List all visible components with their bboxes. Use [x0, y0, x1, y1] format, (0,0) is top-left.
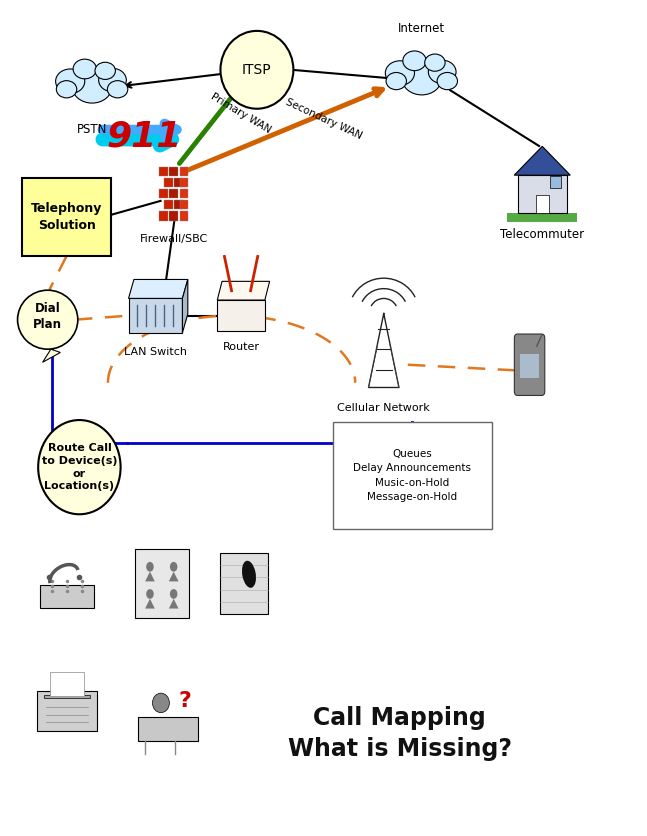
Text: Telephony
Solution: Telephony Solution [31, 202, 102, 232]
Polygon shape [217, 282, 270, 300]
Text: LAN Switch: LAN Switch [124, 347, 187, 357]
FancyBboxPatch shape [221, 553, 268, 614]
Text: Firewall/SBC: Firewall/SBC [140, 234, 208, 243]
FancyBboxPatch shape [138, 716, 198, 742]
Ellipse shape [402, 61, 442, 95]
FancyBboxPatch shape [170, 167, 179, 176]
Ellipse shape [38, 420, 120, 514]
Polygon shape [169, 572, 179, 581]
Ellipse shape [170, 562, 177, 572]
Text: Internet: Internet [398, 22, 445, 35]
FancyBboxPatch shape [518, 176, 567, 213]
Text: Router: Router [223, 342, 259, 352]
FancyBboxPatch shape [50, 672, 83, 696]
Ellipse shape [428, 60, 456, 84]
FancyBboxPatch shape [520, 354, 539, 378]
Text: Secondary WAN: Secondary WAN [284, 97, 363, 141]
FancyBboxPatch shape [180, 201, 188, 209]
Polygon shape [182, 279, 188, 333]
FancyBboxPatch shape [217, 300, 265, 331]
FancyBboxPatch shape [164, 178, 173, 187]
Ellipse shape [56, 69, 85, 94]
Ellipse shape [107, 80, 128, 98]
Ellipse shape [403, 51, 426, 70]
Text: Queues
Delay Announcements
Music-on-Hold
Message-on-Hold: Queues Delay Announcements Music-on-Hold… [353, 449, 471, 502]
FancyBboxPatch shape [159, 212, 168, 221]
FancyBboxPatch shape [159, 167, 168, 176]
Ellipse shape [221, 31, 293, 109]
FancyBboxPatch shape [551, 176, 561, 188]
FancyBboxPatch shape [159, 189, 168, 198]
Ellipse shape [72, 69, 112, 103]
Text: Call Mapping
What is Missing?: Call Mapping What is Missing? [287, 706, 512, 762]
Polygon shape [43, 349, 60, 362]
FancyBboxPatch shape [129, 298, 182, 333]
Text: PSTN: PSTN [77, 123, 107, 136]
FancyBboxPatch shape [507, 213, 577, 222]
Polygon shape [129, 279, 188, 298]
Ellipse shape [424, 54, 445, 71]
Ellipse shape [73, 59, 96, 79]
FancyBboxPatch shape [170, 212, 179, 221]
Ellipse shape [437, 73, 457, 89]
Ellipse shape [17, 290, 78, 349]
FancyBboxPatch shape [170, 189, 179, 198]
FancyBboxPatch shape [180, 189, 188, 198]
FancyBboxPatch shape [164, 201, 173, 209]
FancyBboxPatch shape [333, 422, 492, 528]
Text: Cellular Network: Cellular Network [337, 403, 430, 413]
Text: ?: ? [179, 691, 192, 711]
FancyBboxPatch shape [180, 167, 188, 176]
FancyBboxPatch shape [175, 201, 183, 209]
Ellipse shape [170, 589, 177, 599]
FancyBboxPatch shape [44, 695, 89, 697]
FancyBboxPatch shape [514, 334, 545, 395]
FancyBboxPatch shape [39, 584, 94, 609]
Text: 911: 911 [106, 120, 182, 153]
Ellipse shape [153, 693, 170, 712]
FancyBboxPatch shape [180, 212, 188, 221]
Ellipse shape [98, 69, 126, 92]
FancyBboxPatch shape [175, 178, 183, 187]
Ellipse shape [56, 80, 77, 98]
Text: Route Call
to Device(s)
or
Location(s): Route Call to Device(s) or Location(s) [41, 443, 117, 492]
FancyBboxPatch shape [37, 691, 97, 732]
Ellipse shape [95, 62, 115, 79]
FancyBboxPatch shape [536, 195, 549, 213]
Text: Telecommuter: Telecommuter [500, 228, 584, 241]
Polygon shape [145, 599, 155, 609]
Ellipse shape [146, 562, 154, 572]
Polygon shape [145, 572, 155, 581]
Ellipse shape [242, 561, 256, 588]
FancyBboxPatch shape [135, 548, 189, 619]
FancyBboxPatch shape [180, 178, 188, 187]
Ellipse shape [386, 73, 406, 89]
Polygon shape [169, 599, 179, 609]
Ellipse shape [386, 61, 415, 85]
Text: Dial
Plan: Dial Plan [33, 302, 62, 331]
Polygon shape [514, 146, 570, 176]
Ellipse shape [146, 589, 154, 599]
Text: ITSP: ITSP [242, 63, 272, 77]
Text: Primary WAN: Primary WAN [209, 91, 273, 135]
FancyBboxPatch shape [22, 178, 111, 256]
